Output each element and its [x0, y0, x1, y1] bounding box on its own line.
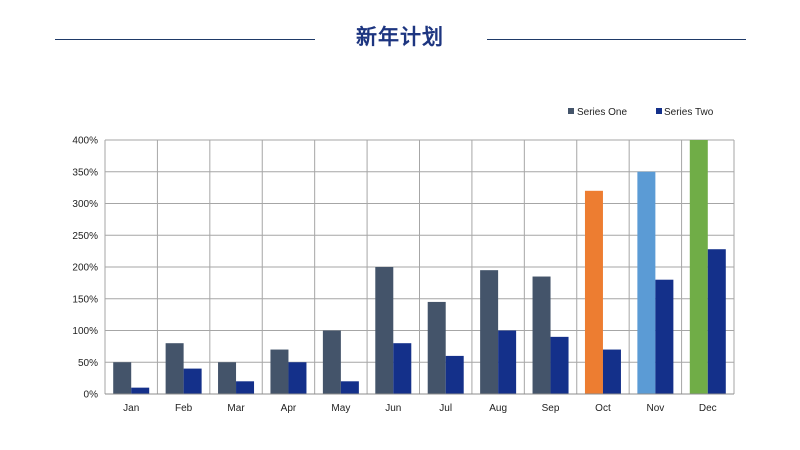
page-title: 新年计划 — [356, 25, 444, 49]
x-tick-label: Jun — [385, 403, 401, 414]
grid-layer — [104, 139, 735, 395]
y-tick-label: 250% — [72, 231, 98, 242]
bar-series-one — [584, 190, 603, 394]
bar-series-two — [288, 362, 307, 394]
bar-series-one — [637, 171, 656, 394]
y-tick-label: 100% — [72, 326, 98, 337]
bar-layer — [113, 140, 726, 394]
x-tick-label: Dec — [699, 403, 717, 414]
legend: Series One Series Two — [568, 107, 714, 118]
x-tick-label: Mar — [227, 403, 245, 414]
y-tick-label: 0% — [84, 390, 99, 401]
bar-series-one — [480, 270, 499, 394]
bar-series-two — [445, 355, 464, 394]
bar-series-two — [183, 368, 202, 394]
bar-series-two — [550, 336, 569, 394]
bar-series-two — [707, 249, 726, 394]
bar-series-two — [498, 330, 517, 394]
legend-swatch-series-one — [568, 108, 574, 114]
axis-layer: 0% 50% 100% 150% 200% 250% 300% 350% 400% Jan Feb M… — [72, 136, 734, 414]
title-line-left — [55, 39, 315, 40]
x-tick-label: Sep — [542, 403, 560, 414]
x-tick-label: Nov — [646, 403, 664, 414]
bar-series-one — [689, 140, 708, 394]
bar-series-one — [532, 276, 551, 394]
bar-series-two — [602, 349, 621, 394]
legend-label-series-one: Series One — [577, 107, 627, 118]
x-tick-label: May — [331, 403, 350, 414]
bar-series-one — [427, 301, 446, 394]
bar-series-one — [165, 343, 184, 394]
x-tick-label: Oct — [595, 403, 611, 414]
bar-series-one — [218, 362, 237, 394]
x-tick-label: Jul — [439, 403, 452, 414]
bar-series-one — [113, 362, 132, 394]
x-tick-label: Apr — [281, 403, 297, 414]
bar-series-one — [375, 267, 394, 394]
y-tick-label: 300% — [72, 199, 98, 210]
y-tick-label: 400% — [72, 136, 98, 147]
bar-series-one — [270, 349, 289, 394]
bar-series-two — [131, 387, 150, 394]
x-tick-label: Aug — [489, 403, 507, 414]
bar-series-two — [393, 343, 412, 394]
y-tick-label: 150% — [72, 294, 98, 305]
bar-series-two — [236, 381, 255, 394]
legend-swatch-series-two — [656, 108, 662, 114]
y-tick-label: 50% — [78, 358, 98, 369]
x-tick-label: Feb — [175, 403, 193, 414]
y-tick-label: 350% — [72, 167, 98, 178]
bar-series-one — [322, 330, 341, 394]
bar-series-two — [340, 381, 359, 394]
y-tick-label: 200% — [72, 263, 98, 274]
bar-series-two — [655, 279, 674, 394]
title-line-right — [487, 39, 746, 40]
legend-label-series-two: Series Two — [664, 107, 714, 118]
x-tick-label: Jan — [123, 403, 139, 414]
